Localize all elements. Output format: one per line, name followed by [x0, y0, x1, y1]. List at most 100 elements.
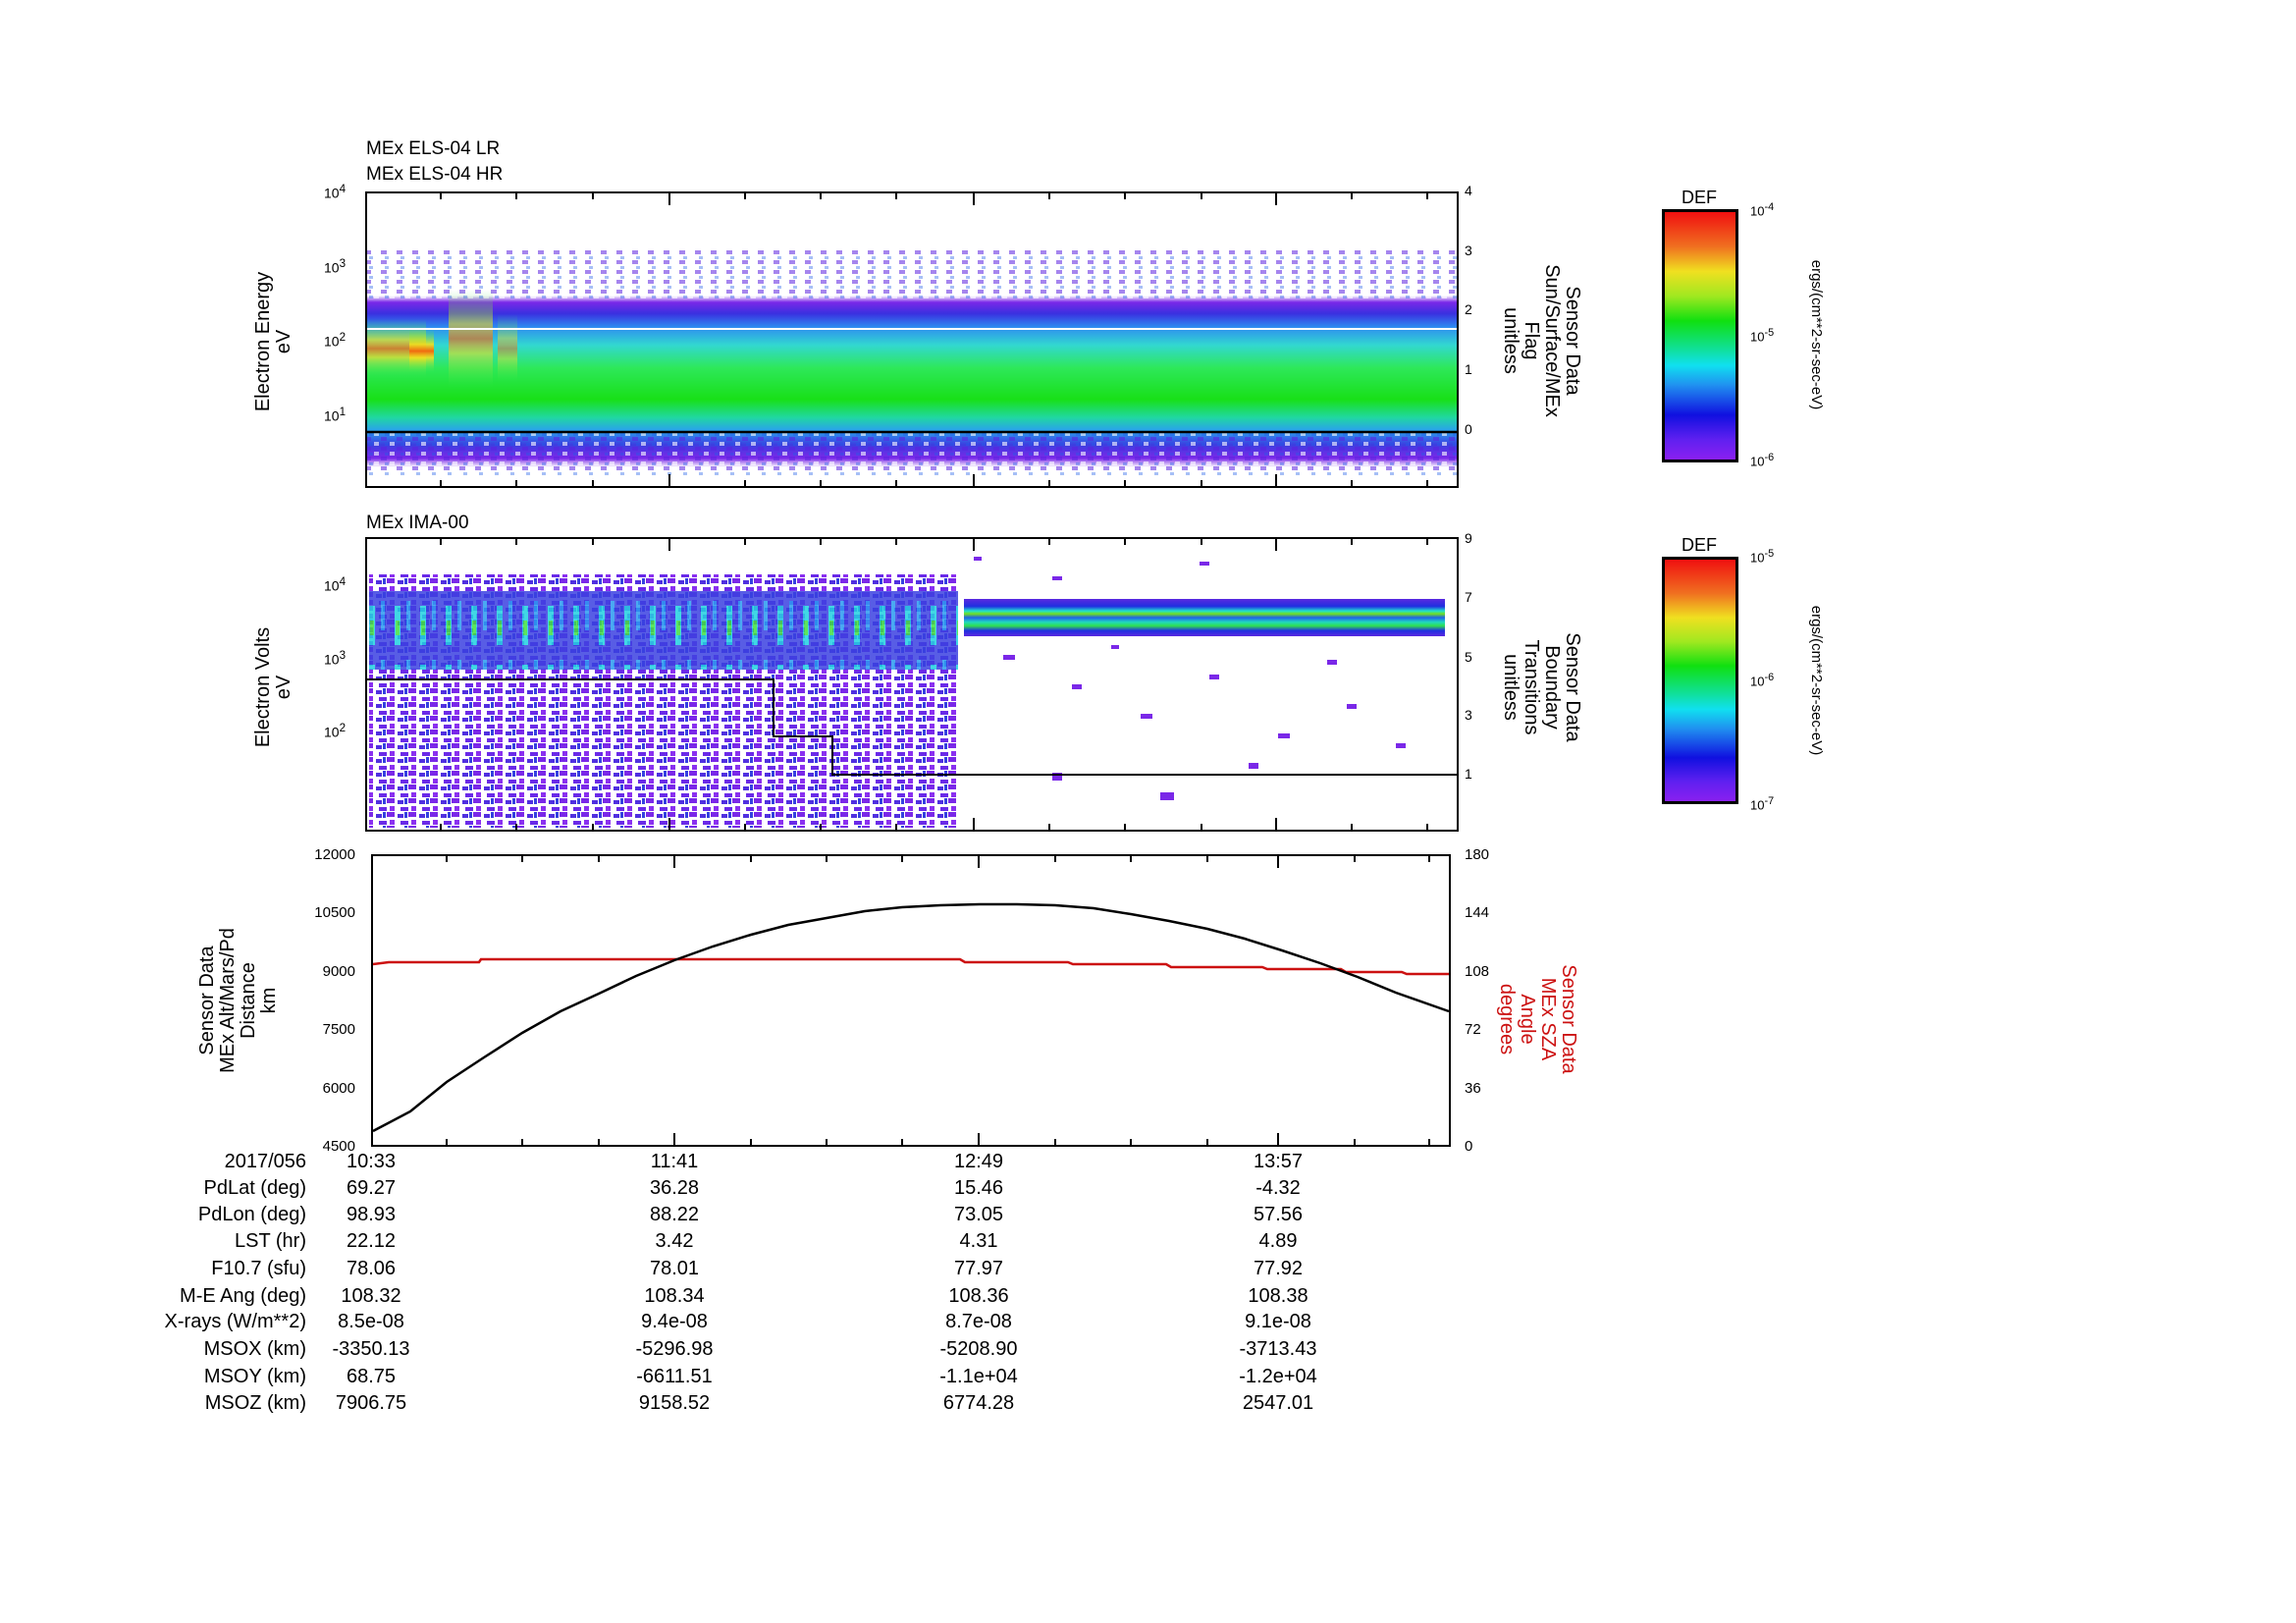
alt-ytick-10500: 10500 — [314, 904, 355, 921]
cell: 73.05 — [953, 1204, 1004, 1225]
els-left-axis-label: Electron Energy eV — [252, 263, 296, 420]
cell: 78.06 — [346, 1258, 397, 1279]
label-line: Flag — [1521, 321, 1542, 360]
label-line: Sensor Data — [1562, 286, 1583, 396]
colorbar1 — [1662, 209, 1738, 462]
cell: 11:41 — [650, 1151, 699, 1172]
cell: -4.32 — [1255, 1177, 1301, 1199]
label-line: Sun/Surface/MEx — [1541, 264, 1563, 417]
label-line: Transitions — [1521, 639, 1542, 735]
els-right-tick-0: 0 — [1465, 421, 1472, 437]
sza-ytick-36: 36 — [1465, 1080, 1481, 1097]
cell: 15.46 — [953, 1177, 1004, 1199]
cell: -6611.51 — [636, 1366, 713, 1387]
row-label-xrays: X-rays (W/m**2) — [164, 1311, 306, 1332]
cell: 77.92 — [1253, 1258, 1304, 1279]
cell: 9158.52 — [638, 1392, 711, 1414]
colorbar2-unit: ergs/(cm**2-sr-sec-eV) — [1808, 605, 1825, 756]
els-ytick-1e4: 104 — [324, 183, 347, 201]
label-line: Electron Volts — [252, 626, 274, 748]
alt-ytick-9000: 9000 — [322, 963, 355, 980]
label-line: Electron Energy — [252, 271, 274, 412]
alt-ytick-4500: 4500 — [322, 1138, 355, 1155]
sza-ytick-180: 180 — [1465, 846, 1490, 863]
label-line: eV — [273, 675, 294, 700]
sza-right-axis-label: Sensor Data MEx SZA Angle degrees — [1492, 960, 1579, 1078]
label-line: Sensor Data — [1562, 632, 1583, 742]
sza-ytick-72: 72 — [1465, 1021, 1481, 1038]
cell: 4.89 — [1258, 1230, 1298, 1252]
panel2-title: MEx IMA-00 — [366, 513, 469, 533]
cell: 8.7e-08 — [945, 1311, 1012, 1332]
cell: -1.2e+04 — [1239, 1366, 1317, 1387]
row-label-me-ang: M-E Ang (deg) — [180, 1285, 306, 1307]
label-line: Angle — [1517, 994, 1538, 1045]
cell: 108.34 — [644, 1285, 705, 1307]
alt-ytick-7500: 7500 — [322, 1021, 355, 1038]
cell: 4.31 — [959, 1230, 998, 1252]
colorbar2-top-tick: 10-5 — [1750, 548, 1775, 566]
ima-spectrogram — [365, 537, 1459, 832]
ima-right-axis-label: Sensor Data Boundary Transitions unitles… — [1496, 614, 1583, 761]
els-ytick-1e3: 103 — [324, 257, 347, 276]
colorbar2 — [1662, 557, 1738, 804]
els-right-tick-4: 4 — [1465, 183, 1472, 198]
cell: 98.93 — [346, 1204, 397, 1225]
ima-right-tick-3: 3 — [1465, 707, 1472, 723]
cell: 3.42 — [655, 1230, 694, 1252]
label-line: Distance — [238, 962, 259, 1039]
ima-spectrogram-panel — [365, 537, 1459, 832]
cell: 9.4e-08 — [641, 1311, 708, 1332]
els-right-axis-label: Sensor Data Sun/Surface/MEx Flag unitles… — [1496, 243, 1583, 439]
label-line: MEx Alt/Mars/Pd — [217, 928, 239, 1073]
cell: 36.28 — [649, 1177, 700, 1199]
label-line: unitless — [1500, 654, 1522, 721]
colorbar2-bottom-tick: 10-7 — [1750, 795, 1775, 813]
els-ytick-1e2: 102 — [324, 331, 347, 350]
cell: 8.5e-08 — [338, 1311, 404, 1332]
cell: 78.01 — [649, 1258, 700, 1279]
alt-ytick-6000: 6000 — [322, 1080, 355, 1097]
colorbar1-top-tick: 10-4 — [1750, 201, 1775, 219]
ima-right-tick-9: 9 — [1465, 530, 1472, 546]
ima-ytick-1e2: 102 — [324, 722, 347, 740]
cell: 57.56 — [1253, 1204, 1304, 1225]
els-spectrogram-panel — [365, 191, 1459, 488]
sza-ytick-108: 108 — [1465, 963, 1490, 980]
row-label-pdlon: PdLon (deg) — [197, 1204, 306, 1225]
cell: 12:49 — [953, 1151, 1004, 1172]
colorbar1-unit: ergs/(cm**2-sr-sec-eV) — [1808, 259, 1825, 410]
cell: 2547.01 — [1242, 1392, 1314, 1414]
cell: 108.38 — [1248, 1285, 1308, 1307]
cell: 9.1e-08 — [1245, 1311, 1311, 1332]
els-spectrogram — [365, 191, 1459, 488]
label-line: eV — [273, 329, 294, 354]
cell: 68.75 — [346, 1366, 397, 1387]
altitude-sza-panel — [371, 854, 1451, 1147]
ima-right-tick-5: 5 — [1465, 649, 1472, 665]
els-right-tick-2: 2 — [1465, 301, 1472, 317]
panel1-title-lr: MEx ELS-04 LR — [366, 138, 501, 159]
label-line: Sensor Data — [196, 946, 218, 1055]
label-line: unitless — [1500, 307, 1522, 374]
label-line: km — [258, 987, 280, 1014]
cell: -3350.13 — [332, 1338, 410, 1360]
row-label-msox: MSOX (km) — [203, 1338, 306, 1360]
cell: -5296.98 — [635, 1338, 714, 1360]
colorbar2-title: DEF — [1682, 535, 1717, 555]
row-label-msoy: MSOY (km) — [203, 1366, 306, 1387]
cell: 10:33 — [346, 1151, 397, 1172]
els-ytick-1e1: 101 — [324, 406, 347, 424]
cell: 13:57 — [1253, 1151, 1304, 1172]
els-right-tick-3: 3 — [1465, 243, 1472, 258]
label-line: Boundary — [1541, 645, 1563, 730]
row-label-lst: LST (hr) — [235, 1230, 306, 1252]
ima-left-axis-label: Electron Volts eV — [252, 609, 296, 766]
alt-left-axis-label: Sensor Data MEx Alt/Mars/Pd Distance km — [196, 912, 284, 1089]
cell: 69.27 — [346, 1177, 397, 1199]
label-line: MEx SZA — [1537, 977, 1559, 1061]
panel1-title-hr: MEx ELS-04 HR — [366, 164, 504, 185]
label-line: Sensor Data — [1558, 964, 1579, 1074]
cell: 7906.75 — [335, 1392, 407, 1414]
sza-ytick-144: 144 — [1465, 904, 1490, 921]
